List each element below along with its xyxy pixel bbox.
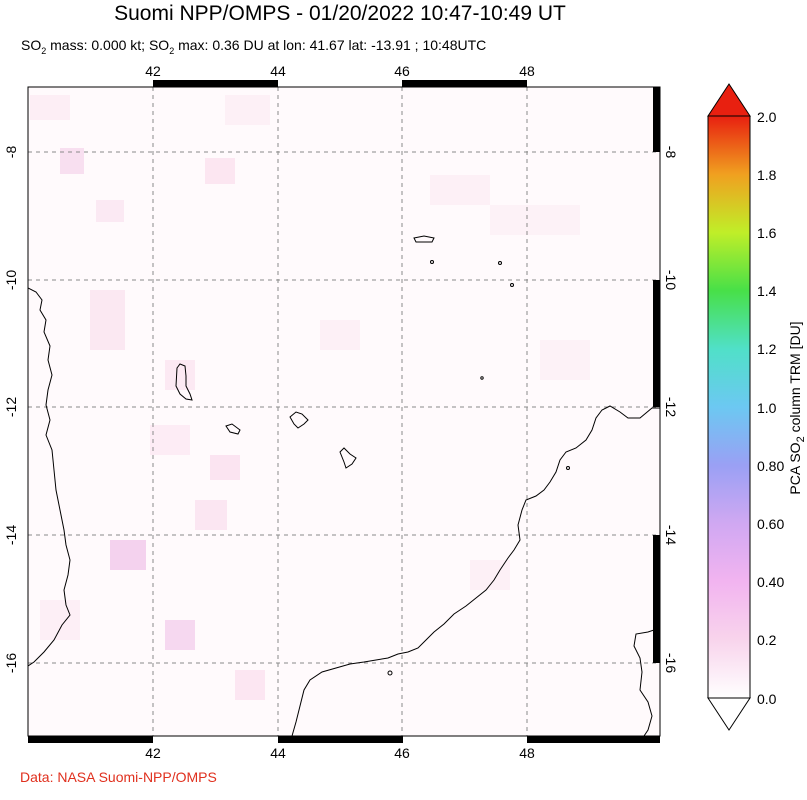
lon-label: 42 [145, 745, 161, 760]
right-frame-bar [653, 87, 660, 152]
bottom-frame-bar [278, 736, 403, 743]
islet [430, 260, 434, 264]
colorbar-ticks: 2.0 1.8 1.6 1.4 1.2 1.0 0.80 0.60 0.40 0… [757, 109, 784, 707]
colorbar-min-arrow [707, 697, 751, 731]
islet [566, 466, 570, 470]
lat-label: -14 [3, 525, 19, 545]
so2-pixel [490, 205, 580, 235]
colorbar-tick-label: 0.60 [757, 516, 784, 532]
lon-label: 42 [145, 63, 161, 79]
island-moheli [225, 423, 241, 435]
subtitle-middle: mass: 0.000 kt; SO [46, 37, 170, 53]
map-subtitle: SO2 mass: 0.000 kt; SO2 max: 0.36 DU at … [21, 37, 486, 56]
plot-area [28, 87, 660, 736]
lon-labels-bottom: 42 44 46 48 [145, 745, 535, 760]
top-frame-bar [402, 80, 527, 87]
map-figure: 42 44 46 48 42 44 46 48 -8 -10 -12 -14 -… [3, 63, 807, 760]
lat-label: -10 [663, 270, 679, 290]
so2-pixel [210, 455, 240, 480]
island-grande-comore [175, 363, 193, 401]
island-anjouan [289, 411, 309, 429]
so2-pixel [90, 290, 125, 350]
colorbar-tick-label: 1.6 [757, 225, 777, 241]
bottom-frame-bar [527, 736, 660, 743]
so2-pixel [235, 670, 265, 700]
lon-label: 44 [270, 63, 286, 79]
subtitle-end: max: 0.36 DU at lon: 41.67 lat: -13.91 ;… [174, 37, 487, 53]
colorbar-title-end: column TRM [DU] [787, 321, 803, 436]
coastlines [28, 235, 660, 736]
lat-label: -12 [3, 397, 19, 417]
lat-label: -8 [3, 146, 19, 159]
map-title: Suomi NPP/OMPS - 01/20/2022 10:47-10:49 … [114, 2, 566, 25]
lon-label: 44 [270, 745, 286, 760]
so2-pixel [320, 320, 360, 350]
colorbar-tick-label: 2.0 [757, 109, 777, 125]
madagascar-east-coast [633, 627, 660, 736]
so2-pixel [165, 620, 195, 650]
subtitle-subscript-2: 2 [169, 45, 175, 56]
so2-pixel [540, 340, 590, 380]
top-frame-bar [153, 80, 278, 87]
colorbar-title-main: PCA SO [787, 442, 803, 494]
right-frame-bar [653, 280, 660, 407]
so2-pixel [40, 600, 80, 640]
so2-pixel [150, 425, 190, 455]
so2-pixel [165, 360, 195, 390]
colorbar-gradient [707, 115, 751, 699]
subtitle-subscript: 2 [41, 45, 47, 56]
africa-coastline [28, 287, 71, 667]
colorbar-title-sub: 2 [795, 436, 807, 442]
colorbar-tick-label: 1.0 [757, 400, 777, 416]
islet [510, 283, 514, 287]
so2-pixel [195, 500, 227, 530]
colorbar-title: PCA SO2 column TRM [DU] [787, 321, 807, 494]
island-aldabra [413, 235, 435, 243]
so2-pixel [96, 200, 124, 222]
lat-label: -10 [3, 270, 19, 290]
islet [498, 261, 502, 265]
lon-labels-top: 42 44 46 48 [145, 63, 535, 79]
lat-labels-left: -8 -10 -12 -14 -16 [3, 146, 19, 674]
colorbar-tick-label: 0.40 [757, 574, 784, 590]
graticule [28, 87, 660, 736]
lat-label: -16 [3, 653, 19, 673]
so2-pixel [430, 175, 490, 205]
map-frame-bars [28, 80, 660, 743]
islet [480, 376, 484, 380]
colorbar-tick-label: 0.0 [757, 691, 777, 707]
colorbar-max-arrow [707, 83, 751, 117]
so2-pixel [225, 95, 270, 125]
lon-label: 46 [394, 745, 410, 760]
lat-label: -12 [663, 397, 679, 417]
so2-pixel [110, 540, 146, 570]
colorbar-tick-label: 0.80 [757, 458, 784, 474]
madagascar-coastline [291, 405, 660, 736]
island-mayotte [339, 447, 357, 469]
colorbar-tick-label: 1.2 [757, 341, 777, 357]
lon-label: 48 [519, 745, 535, 760]
lat-label: -14 [663, 525, 679, 545]
lon-label: 46 [394, 63, 410, 79]
lat-labels-right: -8 -10 -12 -14 -16 [663, 146, 679, 674]
so2-pixel [205, 158, 235, 184]
colorbar-tick-label: 1.8 [757, 167, 777, 183]
right-frame-bar [653, 535, 660, 663]
lat-label: -16 [663, 653, 679, 673]
colorbar: 2.0 1.8 1.6 1.4 1.2 1.0 0.80 0.60 0.40 0… [707, 83, 807, 731]
subtitle-prefix: SO [21, 37, 42, 53]
bottom-frame-bar [28, 736, 153, 743]
islet [387, 670, 393, 676]
lon-label: 48 [519, 63, 535, 79]
so2-pixel [30, 95, 70, 120]
lat-label: -8 [663, 146, 679, 159]
colorbar-tick-label: 0.2 [757, 632, 777, 648]
colorbar-tick-label: 1.4 [757, 283, 777, 299]
data-credit: Data: NASA Suomi-NPP/OMPS [20, 769, 217, 785]
